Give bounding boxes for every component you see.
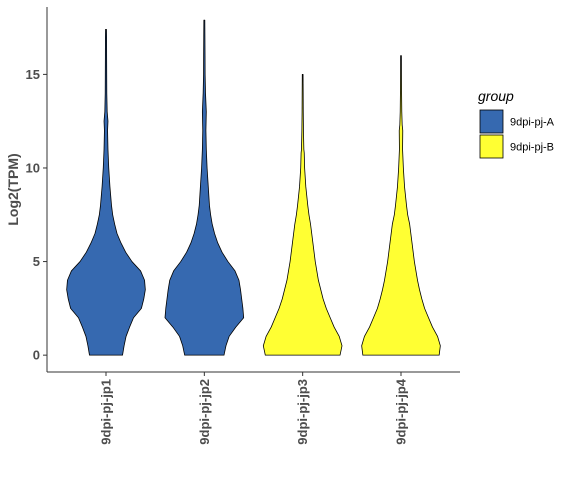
y-tick-label: 0 xyxy=(33,348,40,363)
y-tick-label: 5 xyxy=(33,254,40,269)
legend-key-9dpi-pj-B xyxy=(479,134,504,159)
violin-layer xyxy=(66,19,441,356)
y-tick-label: 10 xyxy=(26,160,40,175)
violin-9dpi-pj-jp2 xyxy=(164,19,245,356)
legend: group 9dpi-pj-A 9dpi-pj-B xyxy=(478,88,555,159)
y-tick-label: 15 xyxy=(26,67,40,82)
legend-label: 9dpi-pj-B xyxy=(510,142,554,154)
x-tick-label: 9dpi-pj-jp1 xyxy=(99,379,114,445)
violin-9dpi-pj-jp1 xyxy=(66,29,146,356)
violin-9dpi-pj-jp4 xyxy=(361,55,441,356)
x-tick-label: 9dpi-pj-jp3 xyxy=(295,379,310,445)
violin-9dpi-pj-jp3 xyxy=(262,73,343,356)
y-axis-title: Log2(TPM) xyxy=(5,153,21,225)
x-tick-label: 9dpi-pj-jp2 xyxy=(197,379,212,445)
legend-key-9dpi-pj-A xyxy=(479,109,504,134)
y-axis: 0 5 10 15 xyxy=(26,7,48,372)
x-tick-label: 9dpi-pj-jp4 xyxy=(394,378,409,444)
legend-label: 9dpi-pj-A xyxy=(510,117,555,129)
legend-title: group xyxy=(478,88,514,104)
x-axis: 9dpi-pj-jp1 9dpi-pj-jp2 9dpi-pj-jp3 9dpi-pj… xyxy=(47,371,460,445)
